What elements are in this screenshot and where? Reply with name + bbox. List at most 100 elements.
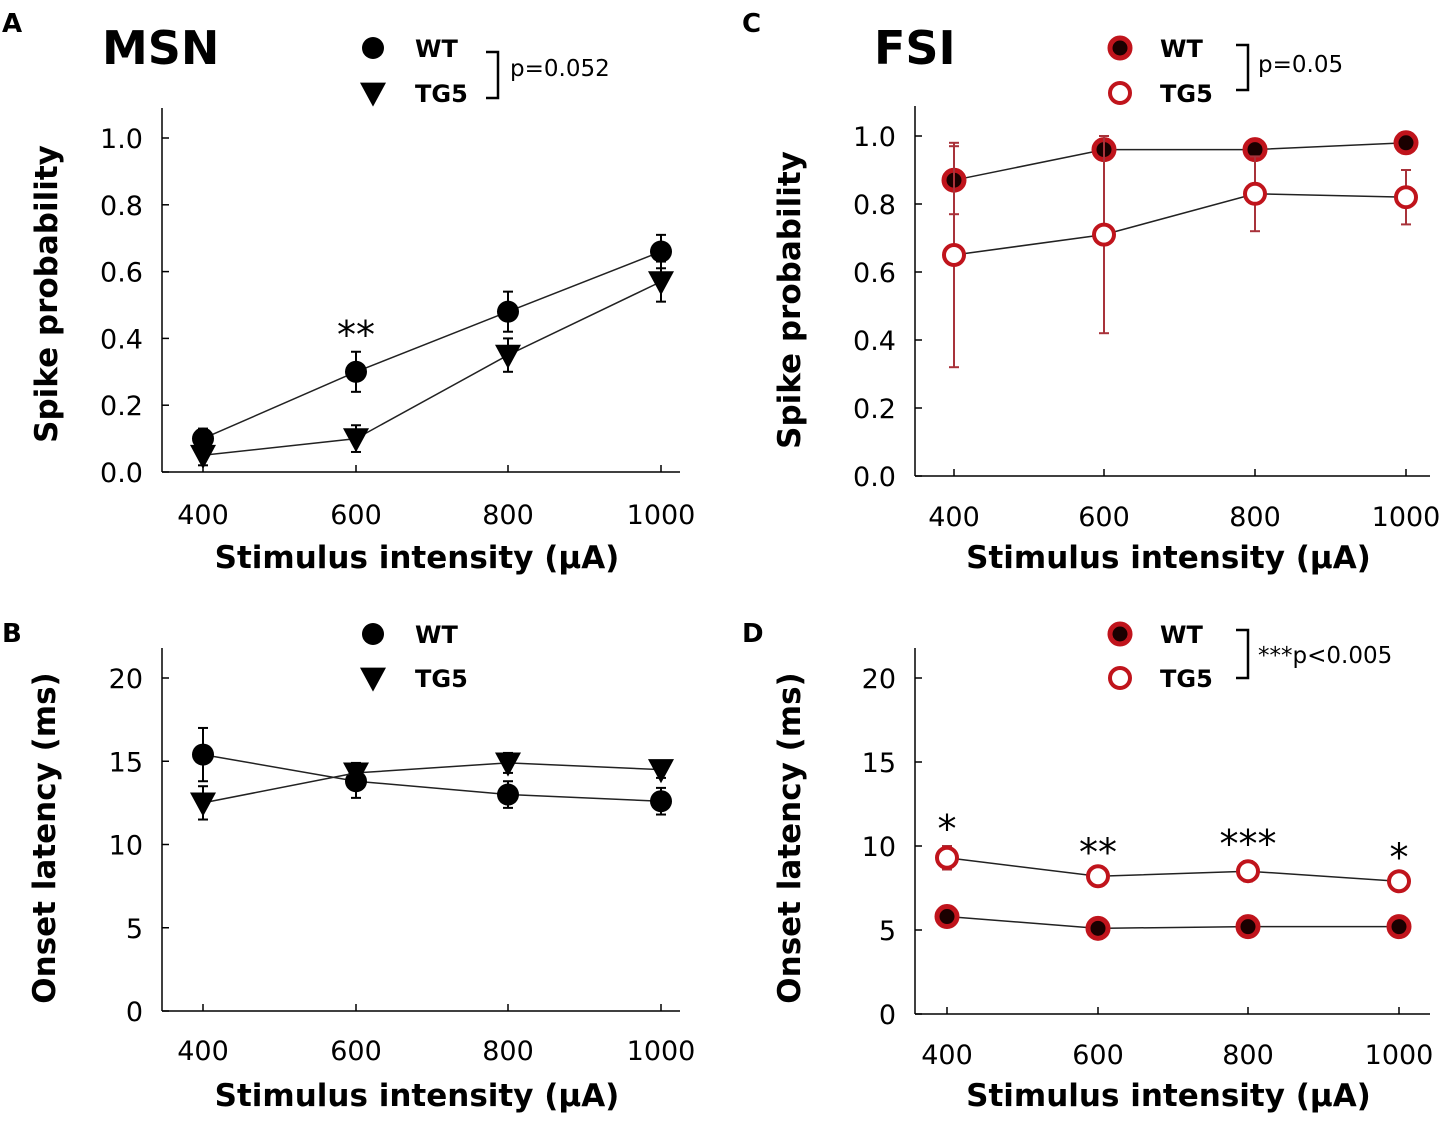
data-point bbox=[343, 762, 369, 787]
legend-marker bbox=[360, 82, 386, 107]
y-axis-label: Spike probability bbox=[772, 151, 808, 449]
p-value-label: p=0.052 bbox=[510, 56, 610, 82]
legend-marker bbox=[362, 37, 384, 59]
x-tick-label: 1000 bbox=[627, 1036, 696, 1067]
legend-marker bbox=[1108, 81, 1132, 105]
y-tick-label: 20 bbox=[109, 664, 143, 695]
y-tick-label: 0 bbox=[879, 1000, 896, 1031]
legend-marker bbox=[360, 667, 386, 692]
x-axis-label: Stimulus intensity (μA) bbox=[215, 540, 620, 576]
series-line bbox=[202, 753, 662, 802]
x-tick-label: 600 bbox=[330, 500, 382, 531]
data-point bbox=[650, 790, 672, 813]
data-point bbox=[1394, 185, 1418, 210]
data-point bbox=[192, 427, 214, 450]
data-point bbox=[1092, 222, 1116, 247]
significance-stars: ** bbox=[1079, 831, 1117, 875]
series-wt bbox=[192, 726, 672, 816]
data-point bbox=[935, 845, 959, 870]
significance-stars: * bbox=[938, 807, 957, 851]
data-point bbox=[1387, 869, 1411, 894]
x-tick-label: 400 bbox=[177, 1036, 229, 1067]
x-tick-label: 800 bbox=[1222, 1040, 1274, 1071]
series-tg5 bbox=[942, 135, 1418, 369]
data-point bbox=[942, 243, 966, 267]
x-tick-label: 600 bbox=[330, 1036, 382, 1067]
data-point bbox=[934, 904, 960, 930]
panel-c: C FSI 0.0 0.2 0.4 0.6 0.8 1.0 400 600 800 1000Stimu… bbox=[742, 9, 1440, 576]
x-tick-label: 400 bbox=[928, 502, 980, 533]
y-tick-label: 0.0 bbox=[100, 458, 143, 489]
y-axis-label: Spike probability bbox=[29, 145, 65, 443]
legend: WT TG5 p=0.052 bbox=[360, 35, 610, 108]
data-point bbox=[343, 428, 369, 453]
data-point bbox=[648, 271, 674, 296]
y-tick-label: 10 bbox=[109, 831, 143, 862]
panel-letter: D bbox=[742, 619, 764, 649]
legend-bracket bbox=[486, 50, 500, 100]
data-point bbox=[497, 783, 519, 806]
legend: WT TG5 p=0.05 bbox=[1107, 35, 1343, 108]
legend-marker bbox=[1107, 35, 1133, 61]
legend-label: TG5 bbox=[1160, 665, 1213, 693]
series-line bbox=[202, 762, 662, 804]
panel-letter: B bbox=[2, 619, 22, 649]
y-tick-label: 5 bbox=[879, 916, 896, 947]
legend-bracket bbox=[1236, 43, 1250, 92]
data-point bbox=[1393, 130, 1419, 156]
legend-label: TG5 bbox=[415, 80, 468, 108]
panel-a: A MSN 0.0 0.2 0.4 0.6 0.8 1.0 400 600 800 1000Stimu… bbox=[2, 9, 695, 576]
legend-marker bbox=[1107, 621, 1133, 647]
legend-label: WT bbox=[1160, 621, 1203, 649]
data-point bbox=[1085, 915, 1111, 941]
x-tick-label: 400 bbox=[177, 500, 229, 531]
x-tick-label: 400 bbox=[921, 1040, 973, 1071]
series-tg5 bbox=[190, 751, 674, 821]
data-point bbox=[192, 743, 214, 766]
y-axis-label: Onset latency (ms) bbox=[772, 672, 808, 1003]
data-point bbox=[1243, 181, 1267, 206]
legend-label: TG5 bbox=[1160, 80, 1213, 108]
legend: WT TG5 ***p<0.005 bbox=[1107, 621, 1392, 693]
series-tg5 bbox=[190, 260, 674, 469]
y-tick-label: 20 bbox=[862, 664, 896, 695]
legend-bracket bbox=[1236, 628, 1250, 680]
series-wt bbox=[941, 130, 1419, 216]
panel-letter: C bbox=[742, 9, 761, 39]
x-tick-label: 600 bbox=[1072, 1040, 1124, 1071]
series-line bbox=[202, 250, 662, 440]
significance-stars: ** bbox=[337, 313, 375, 357]
y-tick-label: 15 bbox=[862, 748, 896, 779]
data-point bbox=[495, 752, 521, 777]
series-line bbox=[946, 857, 1400, 883]
x-axis-label: Stimulus intensity (μA) bbox=[966, 540, 1371, 576]
p-value-label: p=0.05 bbox=[1258, 52, 1343, 78]
y-tick-label: 0.2 bbox=[853, 394, 896, 425]
panel-letter: A bbox=[2, 9, 22, 39]
data-point bbox=[190, 444, 216, 469]
series-line bbox=[202, 280, 662, 457]
legend-marker bbox=[1108, 666, 1132, 690]
x-axis-label: Stimulus intensity (μA) bbox=[966, 1078, 1371, 1114]
y-tick-label: 0.4 bbox=[853, 326, 896, 357]
significance-stars: *** bbox=[1220, 822, 1277, 866]
y-tick-label: 0.8 bbox=[853, 190, 896, 221]
data-point bbox=[1086, 864, 1110, 889]
y-tick-label: 1.0 bbox=[100, 124, 143, 155]
series-tg5 bbox=[935, 845, 1411, 894]
y-tick-label: 0.2 bbox=[100, 391, 143, 422]
series-wt bbox=[192, 233, 672, 450]
y-tick-label: 0.6 bbox=[100, 258, 143, 289]
data-point bbox=[497, 300, 519, 323]
series-wt bbox=[934, 904, 1412, 941]
data-point bbox=[190, 792, 216, 817]
data-point bbox=[1235, 914, 1261, 940]
legend-label: WT bbox=[415, 35, 458, 63]
significance-stars: * bbox=[1390, 836, 1409, 880]
x-tick-label: 1000 bbox=[1365, 1040, 1434, 1071]
x-tick-label: 1000 bbox=[627, 500, 696, 531]
y-tick-label: 0 bbox=[126, 997, 143, 1028]
data-point bbox=[345, 360, 367, 383]
